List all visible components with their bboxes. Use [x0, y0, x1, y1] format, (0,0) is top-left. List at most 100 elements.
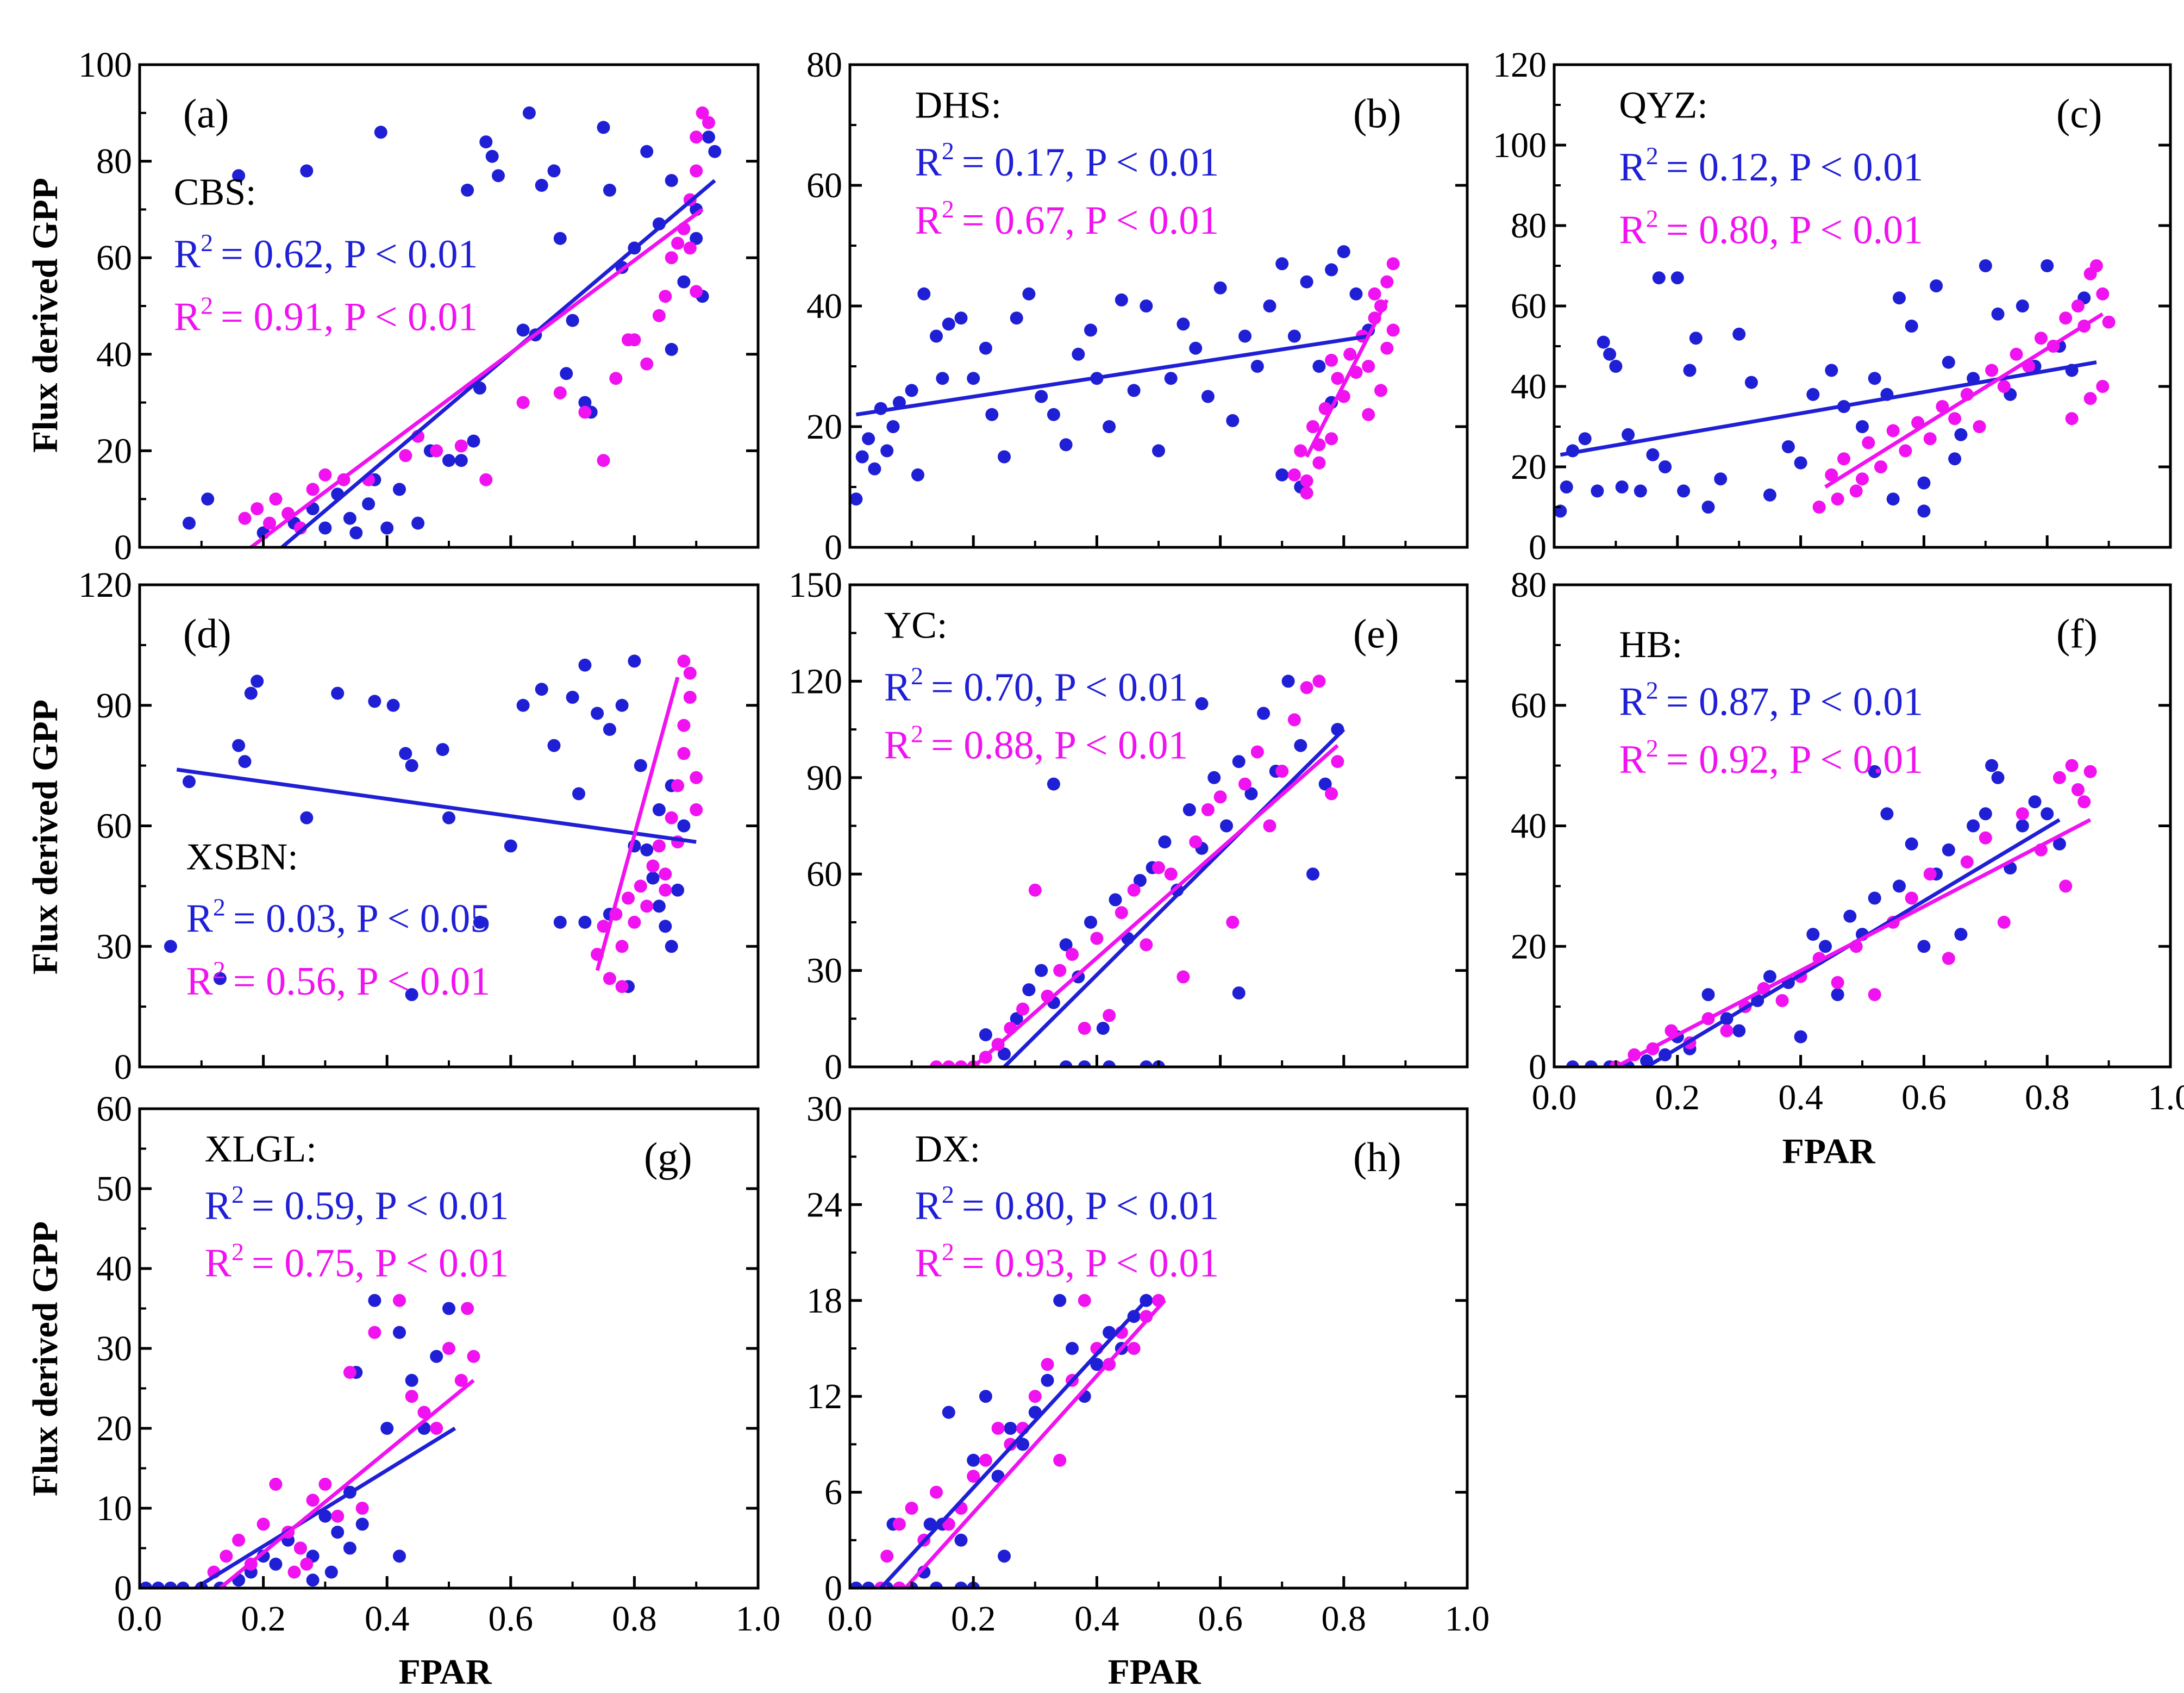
data-point-blue	[1615, 480, 1629, 493]
data-point-magenta	[640, 357, 654, 371]
data-point-magenta	[1152, 861, 1165, 874]
data-point-blue	[1072, 347, 1085, 361]
site-label: XLGL:	[205, 1128, 317, 1170]
data-point-blue	[979, 1028, 992, 1041]
data-point-blue	[998, 1047, 1011, 1061]
x-tick-label: 0.6	[1901, 1078, 1947, 1117]
data-point-blue	[1325, 263, 1338, 277]
data-point-magenta	[1041, 1358, 1054, 1371]
data-point-magenta	[1942, 952, 1955, 965]
x-tick-label: 0.4	[1778, 1078, 1823, 1117]
data-point-magenta	[430, 444, 443, 458]
data-point-blue	[1744, 376, 1758, 389]
data-point-magenta	[232, 1533, 246, 1547]
data-point-blue	[868, 462, 881, 476]
data-point-blue	[615, 698, 629, 712]
data-point-magenta	[1331, 372, 1344, 385]
data-point-magenta	[1053, 1453, 1067, 1467]
data-point-magenta	[2016, 807, 2029, 821]
data-point-blue	[454, 454, 468, 467]
data-point-magenta	[1825, 468, 1838, 482]
panel-h: 0 6 12 18 24 30 0.0 0.2 0.4 0.6 0.8 1.0 (h) DX: R2 = 0.…	[806, 1089, 1490, 1639]
data-point-blue	[665, 174, 678, 188]
data-point-magenta	[1343, 347, 1357, 361]
data-point-blue	[1078, 1060, 1091, 1067]
data-point-magenta	[2077, 795, 2091, 809]
panel-label: (e)	[1353, 611, 1399, 657]
data-point-blue	[2016, 299, 2029, 313]
data-point-magenta	[1979, 831, 1992, 845]
data-point-blue	[572, 787, 585, 801]
y-tick-label: 120	[789, 661, 842, 701]
data-point-magenta	[603, 972, 616, 985]
fit-line-blue	[1003, 728, 1346, 1067]
y-tick-label: 20	[1511, 447, 1547, 487]
stat-label-magenta: R2 = 0.93, P < 0.01	[915, 1238, 1219, 1286]
site-label: YC:	[884, 605, 948, 647]
data-point-magenta	[368, 1326, 381, 1339]
data-point-magenta	[690, 771, 703, 784]
data-point-blue	[368, 1294, 381, 1307]
data-point-magenta	[331, 1509, 345, 1523]
data-point-blue	[269, 1557, 283, 1571]
data-point-blue	[671, 883, 685, 897]
data-point-blue	[1115, 293, 1128, 307]
data-point-magenta	[646, 859, 660, 873]
data-point-blue	[1634, 484, 1647, 498]
panel-label: (g)	[644, 1135, 692, 1180]
data-point-magenta	[399, 449, 412, 463]
data-point-blue	[1825, 364, 1838, 377]
data-point-magenta	[677, 719, 691, 732]
data-point-blue	[1886, 492, 1900, 506]
data-point-magenta	[2083, 765, 2097, 778]
data-point-blue	[1084, 323, 1097, 337]
y-tick-label: 80	[806, 45, 842, 85]
data-point-magenta	[1306, 420, 1319, 433]
y-tick-label: 24	[806, 1185, 842, 1225]
data-point-blue	[603, 183, 616, 197]
data-point-blue	[1985, 759, 1999, 772]
data-point-blue	[1022, 287, 1036, 301]
data-point-blue	[665, 940, 678, 953]
data-point-magenta	[263, 516, 276, 530]
data-point-blue	[485, 149, 499, 163]
data-point-blue	[1585, 1060, 1598, 1067]
x-tick-label: 0.0	[117, 1599, 162, 1639]
data-point-magenta	[1923, 432, 1937, 446]
data-point-magenta	[454, 1373, 468, 1387]
data-point-blue	[1010, 1012, 1023, 1026]
data-point-magenta	[1287, 468, 1301, 482]
data-point-blue	[164, 1582, 177, 1588]
panel-label: (a)	[183, 91, 229, 136]
data-point-magenta	[690, 803, 703, 816]
data-point-magenta	[1775, 994, 1789, 1007]
data-point-blue	[1763, 970, 1776, 983]
data-point-blue	[954, 311, 968, 325]
data-point-magenta	[1923, 867, 1937, 881]
data-point-magenta	[905, 1502, 918, 1515]
y-tick-label: 60	[1511, 686, 1547, 726]
site-label: QYZ:	[1619, 85, 1707, 127]
data-point-blue	[1158, 835, 1172, 849]
data-point-magenta	[677, 654, 691, 668]
data-point-magenta	[652, 309, 666, 322]
data-point-blue	[1905, 837, 1918, 851]
data-point-blue	[300, 164, 314, 178]
data-point-magenta	[1997, 380, 2011, 393]
data-point-blue	[1140, 1060, 1153, 1067]
data-point-blue	[1868, 891, 1881, 905]
data-point-magenta	[677, 747, 691, 760]
data-point-magenta	[628, 915, 641, 929]
y-tick-label: 0	[824, 528, 842, 567]
data-point-blue	[535, 683, 548, 696]
y-tick-label: 0	[114, 528, 132, 567]
data-point-magenta	[892, 1582, 906, 1588]
data-point-blue	[251, 674, 264, 688]
data-point-magenta	[1300, 681, 1313, 695]
data-point-magenta	[1374, 384, 1387, 397]
y-tick-label: 60	[96, 238, 132, 278]
y-tick-label: 80	[1511, 565, 1547, 605]
x-tick-label: 0.8	[1322, 1599, 1367, 1639]
y-tick-label: 30	[806, 1089, 842, 1129]
data-point-blue	[393, 483, 406, 496]
